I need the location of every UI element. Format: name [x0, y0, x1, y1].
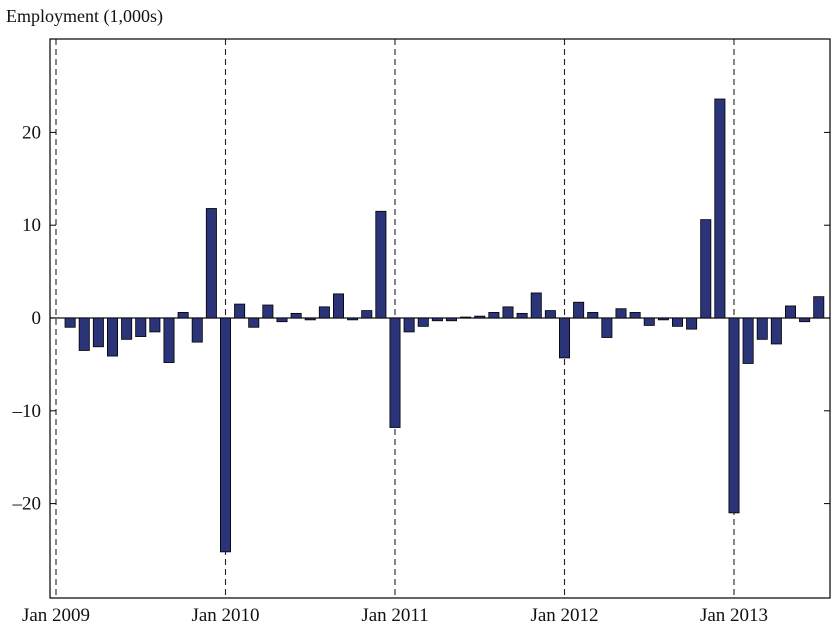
y-tick-label: 20 — [22, 122, 41, 143]
bar — [121, 317, 133, 340]
x-tick-label: Jan 2012 — [530, 605, 598, 626]
x-tick-label: Jan 2013 — [700, 605, 768, 626]
bar — [78, 317, 90, 351]
bar — [135, 317, 147, 337]
bar — [488, 312, 500, 319]
bar — [672, 317, 684, 327]
bar — [460, 316, 472, 319]
bar — [516, 312, 528, 319]
y-tick-label: –20 — [12, 494, 42, 515]
bar — [219, 317, 231, 553]
bar — [559, 317, 571, 359]
bar — [530, 292, 542, 319]
bar — [361, 310, 373, 319]
x-tick-label: Jan 2009 — [22, 605, 90, 626]
bar — [587, 312, 599, 319]
bar — [474, 315, 486, 319]
bar — [262, 304, 274, 319]
bar — [403, 317, 415, 333]
bar — [347, 317, 359, 321]
bar — [770, 317, 782, 345]
bar — [318, 306, 330, 319]
x-tick-label: Jan 2010 — [191, 605, 259, 626]
bar — [742, 317, 754, 364]
bar — [799, 317, 811, 323]
bar — [417, 317, 429, 327]
bar — [573, 301, 585, 319]
bar — [375, 210, 387, 319]
bar — [234, 303, 246, 319]
x-tick-label: Jan 2011 — [361, 605, 428, 626]
bar — [248, 317, 260, 328]
y-axis-label: Employment (1,000s) — [6, 6, 163, 26]
y-tick-label: 0 — [32, 308, 42, 329]
y-tick-label: –10 — [12, 401, 42, 422]
bar — [107, 317, 119, 357]
bar — [205, 208, 217, 319]
bar — [700, 219, 712, 319]
bar — [615, 308, 627, 319]
bar — [290, 312, 302, 319]
bar — [191, 317, 203, 343]
bar — [785, 305, 797, 319]
bar — [686, 317, 698, 330]
bar — [643, 317, 655, 326]
bar — [332, 293, 344, 319]
bar — [431, 317, 443, 322]
bar — [92, 317, 104, 348]
bar — [601, 317, 613, 338]
bar — [629, 312, 641, 319]
bar — [813, 296, 825, 319]
bar — [714, 98, 726, 319]
bar — [389, 317, 401, 428]
bar — [149, 317, 161, 333]
bar — [276, 317, 288, 323]
bar — [177, 312, 189, 319]
y-tick-label: 10 — [22, 215, 41, 236]
bar — [304, 317, 316, 321]
bar — [756, 317, 768, 340]
bar — [544, 310, 556, 319]
bar — [502, 306, 514, 319]
bar — [728, 317, 740, 514]
bar — [163, 317, 175, 363]
bar — [657, 317, 669, 321]
bar — [445, 317, 457, 322]
bar — [64, 317, 76, 328]
